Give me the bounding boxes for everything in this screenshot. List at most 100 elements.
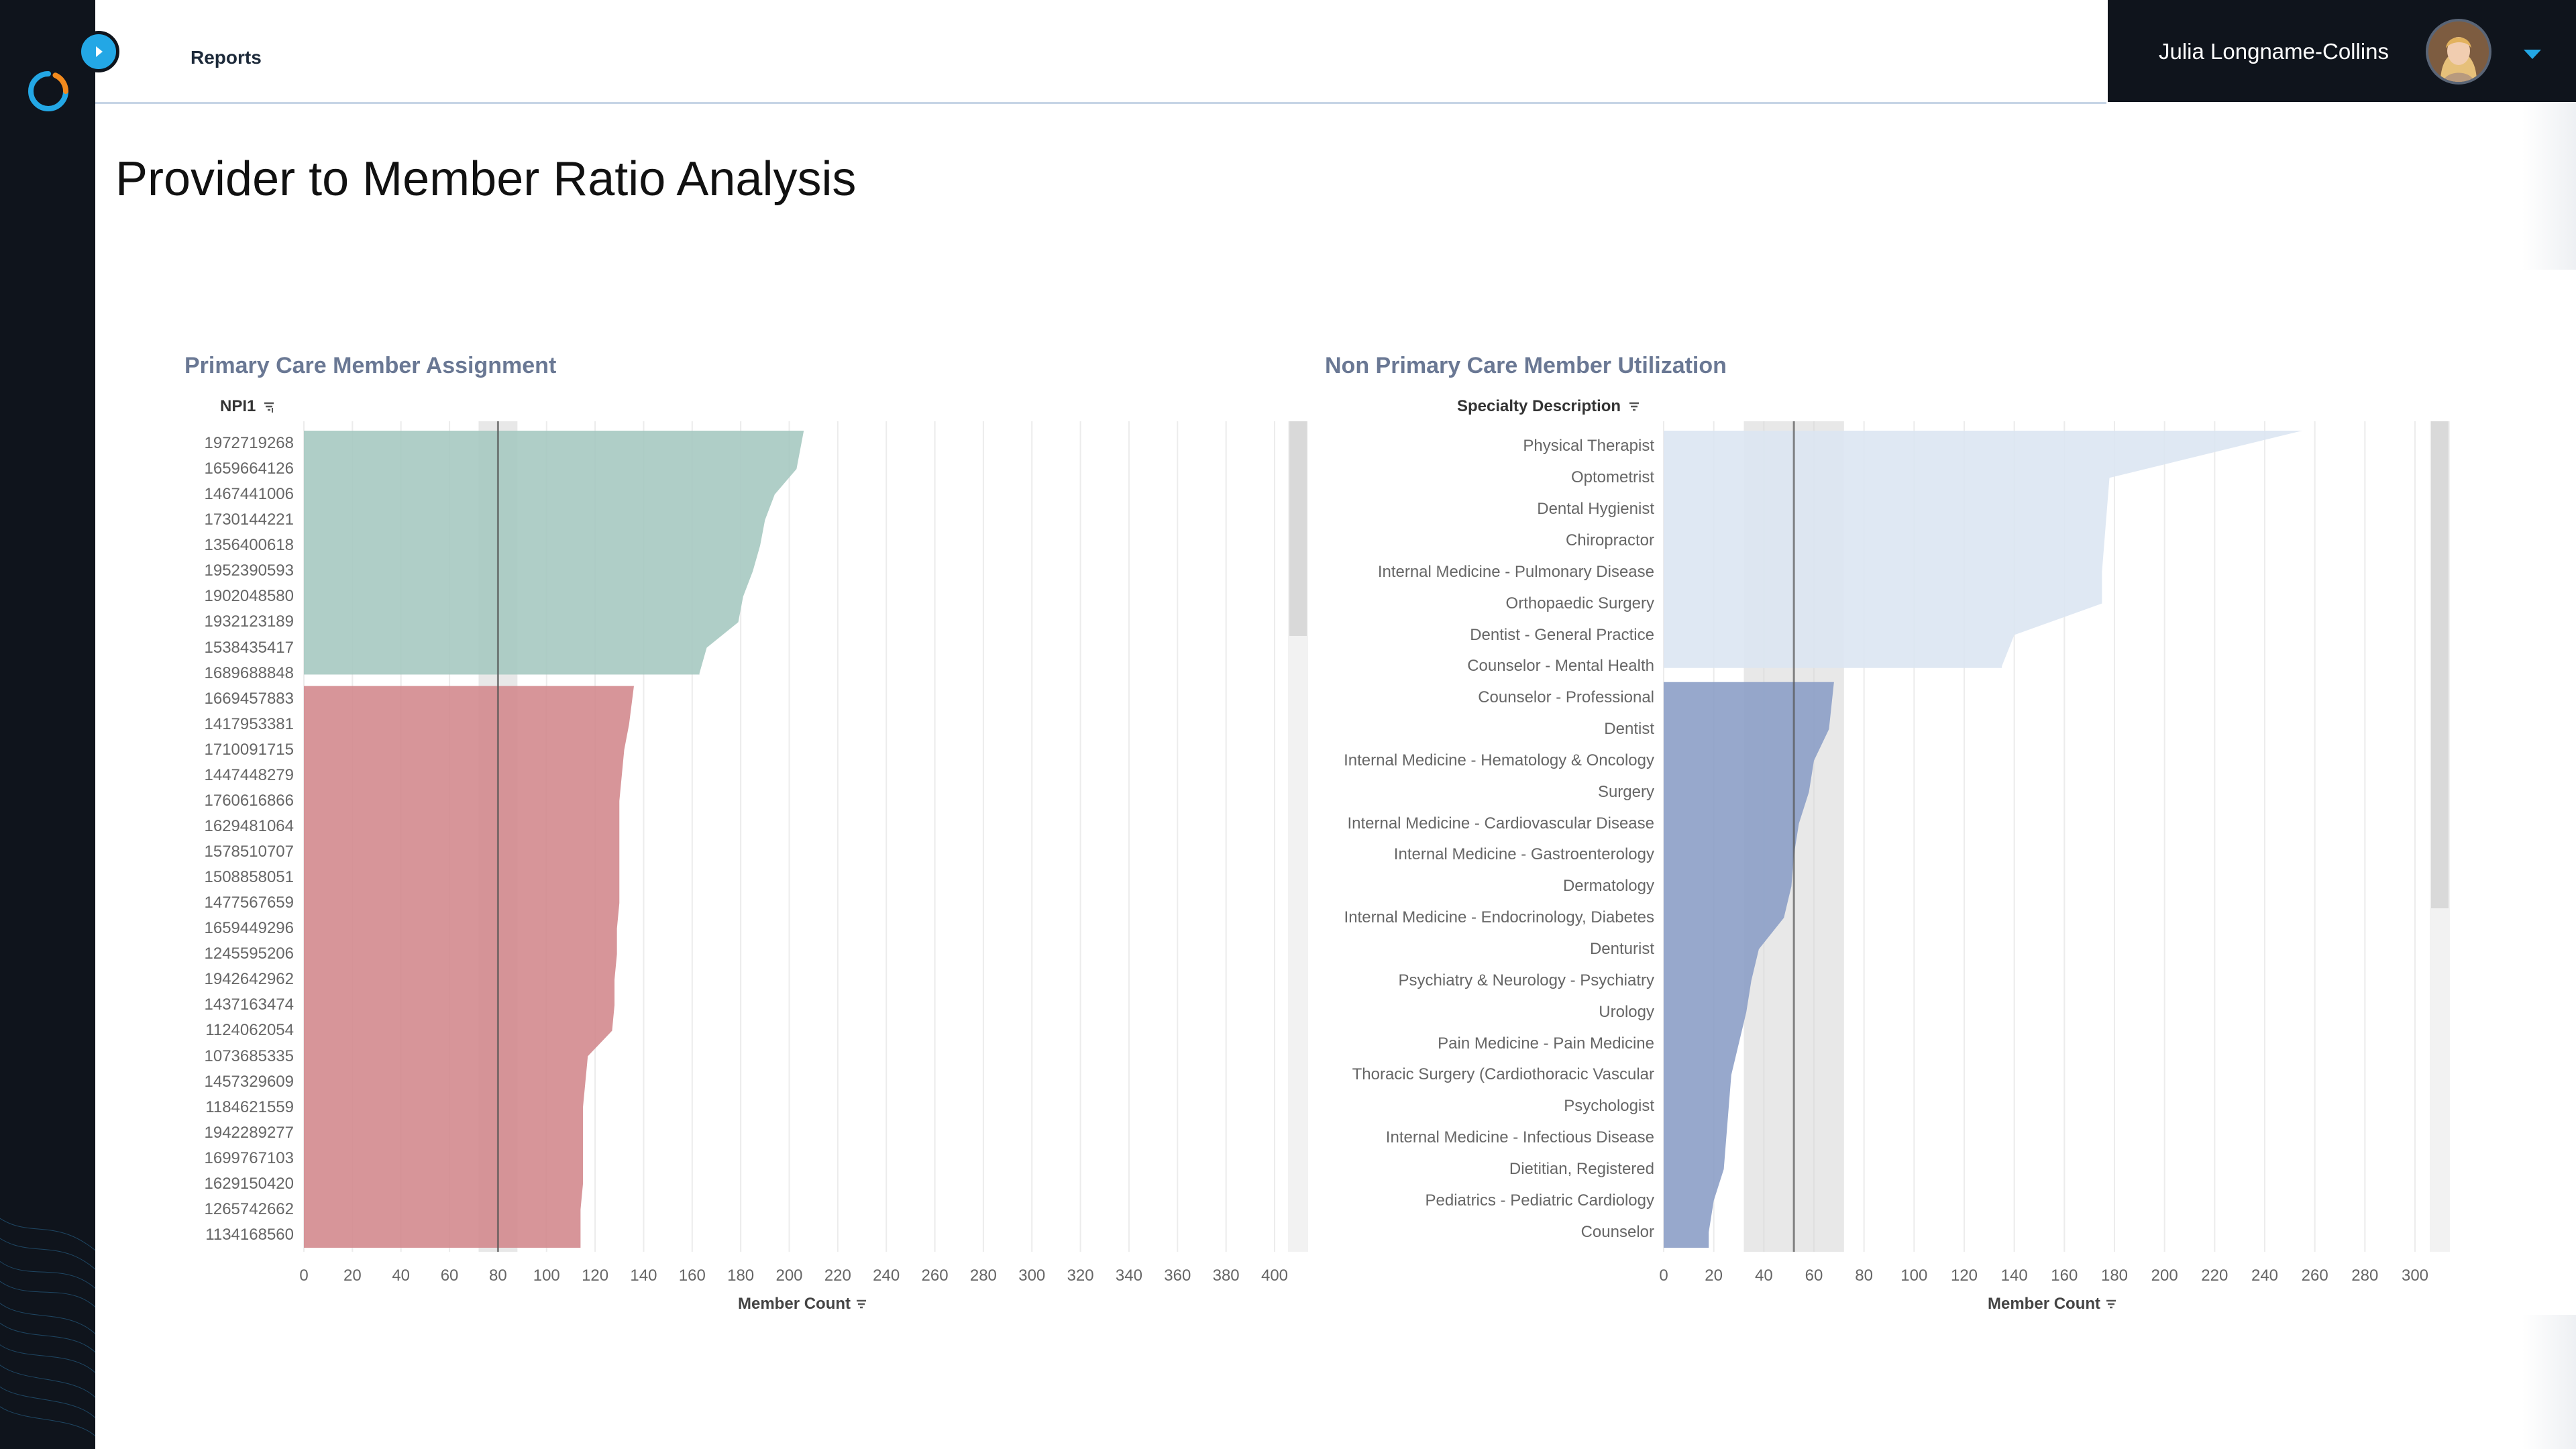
bar-mark — [1664, 841, 1794, 869]
row-label: 1699767103 — [204, 1148, 294, 1167]
user-menu[interactable]: Julia Longname-Collins — [2108, 0, 2576, 102]
row-label: 1245595206 — [204, 945, 294, 963]
bar-mark — [1664, 904, 1784, 932]
row-label: Dermatology — [1562, 877, 1654, 896]
tick-label: 160 — [2051, 1267, 2078, 1285]
bar-mark — [1664, 777, 1809, 806]
row-label: 1932123189 — [204, 612, 294, 631]
x-axis-title: Member Count — [738, 1295, 867, 1313]
tick-label: 280 — [969, 1267, 997, 1285]
tick-label: 20 — [343, 1267, 362, 1285]
row-label: Internal Medicine - Pulmonary Disease — [1377, 562, 1654, 581]
row-label: Dietitian, Registered — [1509, 1159, 1654, 1178]
row-label: 1184621559 — [205, 1097, 294, 1116]
row-label: 1417953381 — [204, 714, 294, 733]
row-label: Thoracic Surgery (Cardiothoracic Vascula… — [1352, 1065, 1654, 1084]
tick-label: 120 — [582, 1267, 609, 1285]
row-label: Psychiatry & Neurology - Psychiatry — [1398, 971, 1654, 989]
row-label: Internal Medicine - Hematology & Oncolog… — [1344, 751, 1654, 769]
bar-mark — [304, 1019, 612, 1042]
bar-mark — [304, 559, 753, 582]
tick-label: 100 — [1900, 1267, 1928, 1285]
tick-label: 260 — [921, 1267, 949, 1285]
x-axis-title-label: Member Count — [1988, 1295, 2100, 1313]
bar-mark — [304, 815, 619, 838]
row-label: 1538435417 — [204, 638, 294, 657]
tick-label: 380 — [1212, 1267, 1240, 1285]
logo-icon[interactable] — [27, 70, 70, 113]
bottom-group-area — [304, 686, 634, 1248]
top-bar: Reports — [95, 0, 2106, 104]
column-header[interactable]: Specialty Description — [1457, 397, 1640, 416]
sidebar — [0, 0, 95, 1449]
row-label: Dentist - General Practice — [1470, 625, 1654, 644]
tick-label: 260 — [2301, 1267, 2328, 1285]
bar-mark — [304, 917, 617, 940]
non-primary-care-chart: Non Primary Care Member Utilization Spec… — [1315, 335, 2536, 1328]
row-label: 1972719268 — [204, 434, 294, 453]
bar-mark — [1664, 1029, 1739, 1058]
tick-label: 200 — [2151, 1267, 2178, 1285]
bar-mark — [304, 764, 622, 787]
row-label: Dentist — [1604, 720, 1654, 739]
bar-mark — [304, 458, 796, 480]
row-label: 1508858051 — [204, 868, 294, 887]
row-label: Internal Medicine - Endocrinology, Diabe… — [1344, 908, 1654, 927]
row-label: Dental Hygienist — [1537, 500, 1654, 519]
scrollbar-thumb[interactable] — [1289, 421, 1307, 636]
tick-label: 160 — [678, 1267, 706, 1285]
caret-down-icon[interactable] — [2524, 50, 2541, 64]
column-header-label: Specialty Description — [1457, 397, 1621, 415]
row-label: 1689688848 — [204, 663, 294, 682]
bar-mark — [304, 790, 619, 812]
bar-mark — [304, 610, 739, 633]
bar-mark — [304, 432, 804, 455]
tick-label: 300 — [1018, 1267, 1046, 1285]
sort-icon[interactable] — [1628, 401, 1640, 413]
scrollbar-thumb[interactable] — [2431, 421, 2449, 908]
tick-label: 200 — [775, 1267, 803, 1285]
sidebar-expand-button[interactable] — [78, 31, 119, 72]
bar-mark — [1664, 527, 2104, 555]
bar-mark — [1664, 966, 1752, 995]
tick-label: 140 — [2000, 1267, 2028, 1285]
tick-label: 0 — [299, 1267, 309, 1285]
bar-mark — [304, 892, 619, 914]
row-label: 1447448279 — [204, 765, 294, 784]
bar-mark — [1664, 1124, 1726, 1152]
bottom-group-area — [1664, 682, 1834, 1248]
sort-icon[interactable] — [855, 1299, 867, 1311]
row-label: 1659449296 — [204, 919, 294, 938]
bar-mark — [1664, 715, 1829, 744]
primary-care-chart: Primary Care Member Assignment NPI1 1972… — [174, 335, 1315, 1328]
tick-label: 320 — [1067, 1267, 1094, 1285]
bar-mark — [304, 1147, 583, 1170]
row-label: 1467441006 — [204, 485, 294, 504]
tick-label: 80 — [1855, 1267, 1873, 1285]
bar-mark — [1664, 746, 1814, 775]
tick-label: 60 — [1805, 1267, 1823, 1285]
chevron-right-icon — [96, 46, 103, 57]
bar-mark — [1664, 1186, 1714, 1215]
avatar[interactable] — [2426, 19, 2491, 85]
row-label: 1265742662 — [204, 1199, 294, 1218]
bar-mark — [1664, 935, 1759, 964]
tick-label: 120 — [1950, 1267, 1978, 1285]
bar-mark — [304, 1096, 583, 1119]
tick-label: 360 — [1164, 1267, 1191, 1285]
row-label: 1629481064 — [204, 816, 294, 835]
sort-icon[interactable] — [263, 401, 275, 413]
row-label: Surgery — [1597, 782, 1654, 801]
tick-label: 180 — [727, 1267, 755, 1285]
row-label: Pediatrics - Pediatric Cardiology — [1425, 1191, 1654, 1210]
user-name: Julia Longname-Collins — [2159, 39, 2390, 64]
sort-icon[interactable] — [2105, 1299, 2117, 1311]
row-label: Denturist — [1589, 939, 1654, 958]
tick-label: 180 — [2100, 1267, 2129, 1285]
column-header[interactable]: NPI1 — [220, 397, 275, 416]
tick-label: 280 — [2351, 1267, 2379, 1285]
tick-label: 220 — [2201, 1267, 2229, 1285]
nav-reports-link[interactable]: Reports — [191, 47, 262, 68]
row-label: 1134168560 — [205, 1225, 294, 1244]
chart-title: Primary Care Member Assignment — [184, 353, 557, 378]
